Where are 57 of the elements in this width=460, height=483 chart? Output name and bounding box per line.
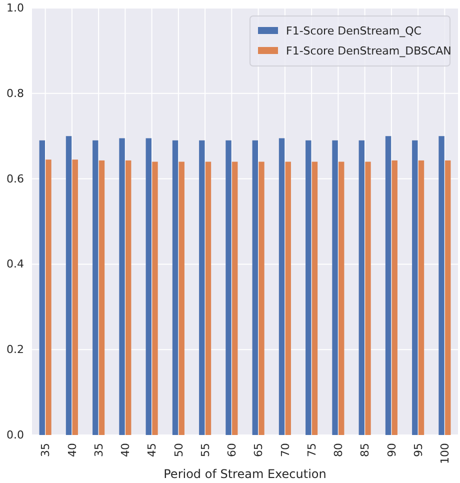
x-tick-label: 90 bbox=[385, 443, 398, 457]
bar bbox=[306, 140, 312, 435]
x-tick-label: 35 bbox=[92, 443, 106, 457]
bar bbox=[252, 140, 258, 435]
bar bbox=[126, 160, 132, 435]
y-tick-label: 0.2 bbox=[6, 343, 24, 356]
x-tick-label: 85 bbox=[358, 443, 372, 457]
bar bbox=[232, 162, 238, 435]
x-tick-label: 55 bbox=[198, 443, 212, 457]
bar bbox=[412, 140, 418, 435]
bar bbox=[392, 160, 398, 435]
bar bbox=[445, 160, 451, 435]
legend-label: F1-Score DenStream_QC bbox=[286, 24, 422, 38]
bar bbox=[98, 160, 105, 435]
bar bbox=[66, 136, 72, 435]
bar bbox=[312, 162, 318, 435]
bar bbox=[338, 162, 344, 435]
x-tick-label: 75 bbox=[305, 443, 318, 457]
bar bbox=[358, 140, 364, 435]
bar bbox=[332, 140, 338, 435]
x-tick-label: 50 bbox=[172, 443, 186, 457]
y-tick-label: 1.0 bbox=[6, 2, 24, 15]
x-tick-label: 95 bbox=[412, 443, 425, 457]
x-tick-label: 35 bbox=[39, 443, 52, 457]
bar bbox=[285, 162, 291, 435]
bar bbox=[119, 138, 125, 435]
bar bbox=[258, 162, 264, 435]
x-tick-label: 40 bbox=[66, 443, 79, 457]
bar bbox=[72, 160, 78, 435]
x-tick-label: 65 bbox=[252, 443, 266, 457]
legend-label: F1-Score DenStream_DBSCAN bbox=[286, 44, 452, 58]
x-tick-label: 40 bbox=[119, 443, 132, 457]
bar bbox=[418, 160, 424, 435]
bar bbox=[438, 136, 444, 435]
bar bbox=[152, 162, 158, 435]
x-tick-label: 60 bbox=[226, 443, 239, 457]
x-tick-label: 80 bbox=[332, 443, 346, 457]
bar bbox=[205, 162, 212, 435]
bar bbox=[365, 162, 371, 435]
bar bbox=[46, 160, 52, 435]
bar bbox=[178, 162, 184, 435]
bar bbox=[172, 140, 178, 435]
x-tick-label: 100 bbox=[438, 443, 452, 464]
y-tick-label: 0.0 bbox=[6, 428, 24, 442]
y-tick-label: 0.6 bbox=[6, 172, 24, 186]
x-tick-label: 45 bbox=[146, 443, 159, 457]
x-tick-label: 70 bbox=[278, 443, 292, 457]
bar bbox=[39, 140, 45, 435]
bar bbox=[199, 140, 205, 435]
bar bbox=[385, 136, 392, 435]
x-axis-title: Period of Stream Execution bbox=[164, 467, 326, 481]
y-tick-label: 0.8 bbox=[6, 86, 24, 100]
bar bbox=[226, 140, 232, 435]
bar bbox=[92, 140, 98, 435]
bar bbox=[278, 138, 285, 435]
y-tick-label: 0.4 bbox=[6, 258, 24, 271]
bar bbox=[146, 138, 152, 435]
